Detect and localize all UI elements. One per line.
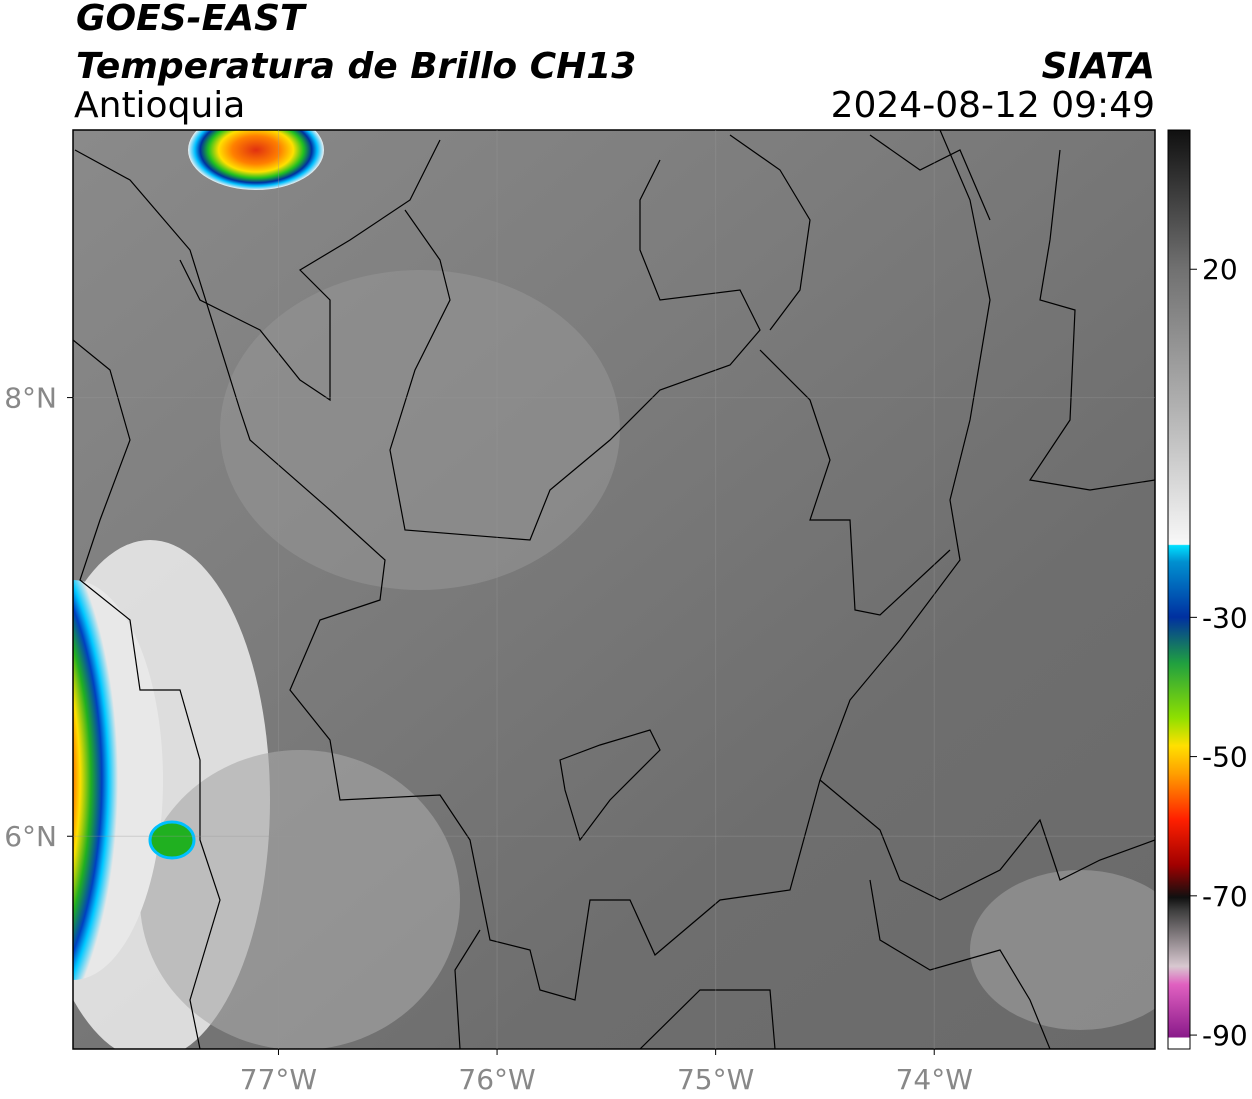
colorbar-tick-label: -70 xyxy=(1202,880,1248,913)
storm xyxy=(73,580,163,980)
boundary xyxy=(74,130,991,1001)
boundary xyxy=(454,779,1155,1049)
cloud xyxy=(220,270,620,590)
source: SIATA xyxy=(1042,46,1155,87)
x-tick-label: 76°W xyxy=(458,1063,535,1096)
y-tick-label: 8°N xyxy=(4,382,57,415)
title: GOES-EAST xyxy=(76,0,307,39)
cloud xyxy=(970,870,1155,1030)
x-tick-label: 75°W xyxy=(677,1063,754,1096)
map-frame xyxy=(72,129,1156,1050)
boundary xyxy=(729,134,1155,491)
x-tick-label: 77°W xyxy=(240,1063,317,1096)
boundary xyxy=(389,159,761,541)
boundary xyxy=(559,729,661,842)
storm xyxy=(148,820,196,860)
colorbar-tick-label: -50 xyxy=(1202,741,1248,774)
colorbar-tick-label: -90 xyxy=(1202,1019,1248,1052)
colorbar-tick-label: -30 xyxy=(1202,601,1248,634)
boundary xyxy=(759,349,951,616)
storm xyxy=(188,130,324,190)
y-tick-label: 6°N xyxy=(4,820,57,853)
cloud xyxy=(140,750,460,1049)
coastline xyxy=(179,139,441,402)
coastline xyxy=(73,339,221,1049)
x-tick-label: 74°W xyxy=(896,1063,973,1096)
colorbar-tick-label: 20 xyxy=(1202,253,1238,286)
colorbar xyxy=(1167,129,1191,1050)
satellite-image xyxy=(73,130,1155,1049)
datetime: 2024-08-12 09:49 xyxy=(831,85,1155,126)
region: Antioquia xyxy=(74,85,245,126)
subtitle: Temperatura de Brillo CH13 xyxy=(76,46,636,87)
